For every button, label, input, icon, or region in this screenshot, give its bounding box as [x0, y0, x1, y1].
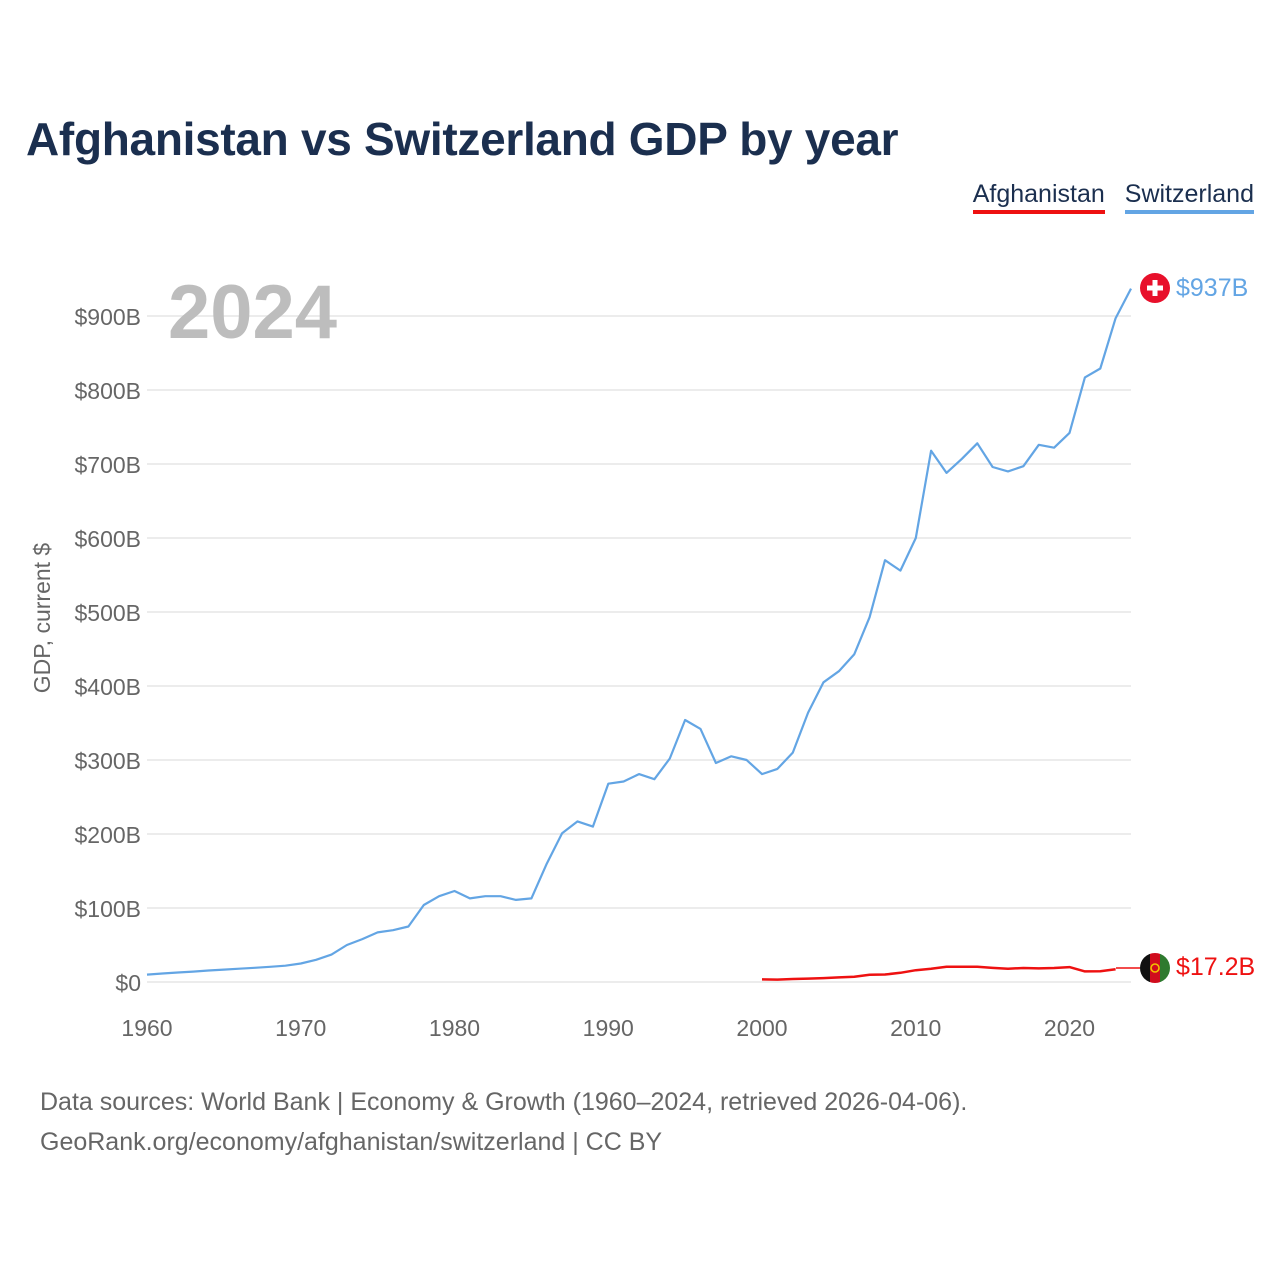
year-watermark: 2024	[168, 270, 337, 355]
x-tick-label: 1960	[121, 1015, 172, 1041]
legend-item-switzerland[interactable]: Switzerland	[1124, 180, 1254, 214]
x-tick-label: 2010	[890, 1015, 941, 1041]
y-tick-label: $800B	[74, 378, 141, 404]
source-line: Data sources: World Bank | Economy & Gro…	[40, 1088, 968, 1116]
x-tick-label: 2020	[1044, 1015, 1095, 1041]
legend-item-afghanistan[interactable]: Afghanistan	[972, 180, 1105, 214]
y-tick-label: $300B	[74, 748, 141, 774]
afghanistan-flag-icon	[1140, 953, 1170, 983]
chart-title: Afghanistan vs Switzerland GDP by year	[26, 113, 899, 165]
series-layer	[146, 288, 1132, 981]
x-tick-label: 1980	[429, 1015, 480, 1041]
y-tick-label: $500B	[74, 600, 141, 626]
y-tick-label: $100B	[74, 896, 141, 922]
y-tick-label: $900B	[74, 304, 141, 330]
legend: Afghanistan Switzerland	[972, 180, 1254, 214]
y-tick-label: $600B	[74, 526, 141, 552]
x-tick-label: 2000	[736, 1015, 787, 1041]
series-line-switzerland[interactable]	[146, 288, 1132, 976]
y-tick-label: $0	[115, 970, 141, 996]
series-line-afghanistan[interactable]	[761, 965, 1116, 981]
y-axis-ticks: $0 $100B $200B $300B $400B $500B $600B $700B $80…	[74, 304, 141, 996]
footer: Data sources: World Bank | Economy & Gro…	[40, 1082, 967, 1162]
y-axis-label: GDP, current $	[29, 543, 55, 694]
switzerland-end-label: $937B	[1176, 274, 1248, 302]
y-tick-label: $400B	[74, 674, 141, 700]
grid-lines	[147, 315, 1131, 983]
y-tick-label: $700B	[74, 452, 141, 478]
x-tick-label: 1970	[275, 1015, 326, 1041]
url-line[interactable]: GeoRank.org/economy/afghanistan/switzerl…	[40, 1128, 663, 1156]
x-tick-label: 1990	[583, 1015, 634, 1041]
switzerland-flag-icon	[1140, 273, 1170, 303]
y-tick-label: $200B	[74, 822, 141, 848]
afghanistan-end-label: $17.2B	[1176, 953, 1255, 981]
x-axis-ticks: 1960 1970 1980 1990 2000 2010 2020	[121, 1015, 1095, 1041]
